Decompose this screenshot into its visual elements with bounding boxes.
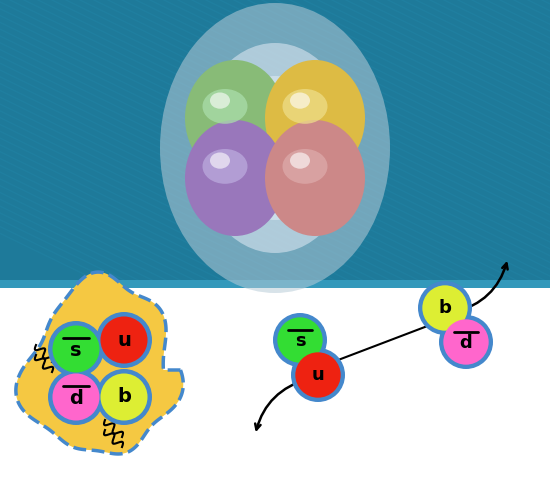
Ellipse shape — [439, 315, 493, 369]
Text: d: d — [69, 388, 83, 408]
Ellipse shape — [160, 3, 390, 293]
Ellipse shape — [48, 369, 104, 425]
Ellipse shape — [291, 348, 345, 402]
Ellipse shape — [185, 60, 285, 176]
Ellipse shape — [277, 317, 323, 363]
Ellipse shape — [265, 120, 365, 236]
Ellipse shape — [290, 153, 310, 169]
Ellipse shape — [101, 373, 147, 420]
Ellipse shape — [210, 153, 230, 169]
Ellipse shape — [443, 319, 489, 365]
Ellipse shape — [202, 149, 248, 184]
Ellipse shape — [185, 120, 285, 236]
Polygon shape — [0, 280, 550, 288]
Polygon shape — [0, 0, 550, 280]
Ellipse shape — [283, 89, 327, 124]
Ellipse shape — [101, 316, 147, 363]
Text: u: u — [312, 366, 324, 384]
Polygon shape — [16, 272, 183, 454]
Ellipse shape — [265, 60, 365, 176]
Text: b: b — [438, 299, 452, 317]
Ellipse shape — [295, 352, 340, 397]
Text: d: d — [460, 334, 472, 352]
Ellipse shape — [52, 373, 100, 420]
Ellipse shape — [202, 89, 248, 124]
Ellipse shape — [418, 281, 472, 335]
Ellipse shape — [48, 321, 104, 377]
Ellipse shape — [422, 285, 468, 331]
Text: u: u — [117, 331, 131, 349]
Text: s: s — [295, 332, 305, 350]
Text: s: s — [70, 340, 82, 360]
Ellipse shape — [96, 369, 152, 425]
Polygon shape — [0, 280, 550, 480]
Ellipse shape — [96, 312, 152, 368]
Text: b: b — [117, 387, 131, 407]
Ellipse shape — [195, 43, 355, 253]
Ellipse shape — [52, 325, 100, 372]
Ellipse shape — [273, 313, 327, 367]
Ellipse shape — [220, 76, 330, 220]
Ellipse shape — [283, 149, 327, 184]
Ellipse shape — [210, 93, 230, 109]
Ellipse shape — [290, 93, 310, 109]
